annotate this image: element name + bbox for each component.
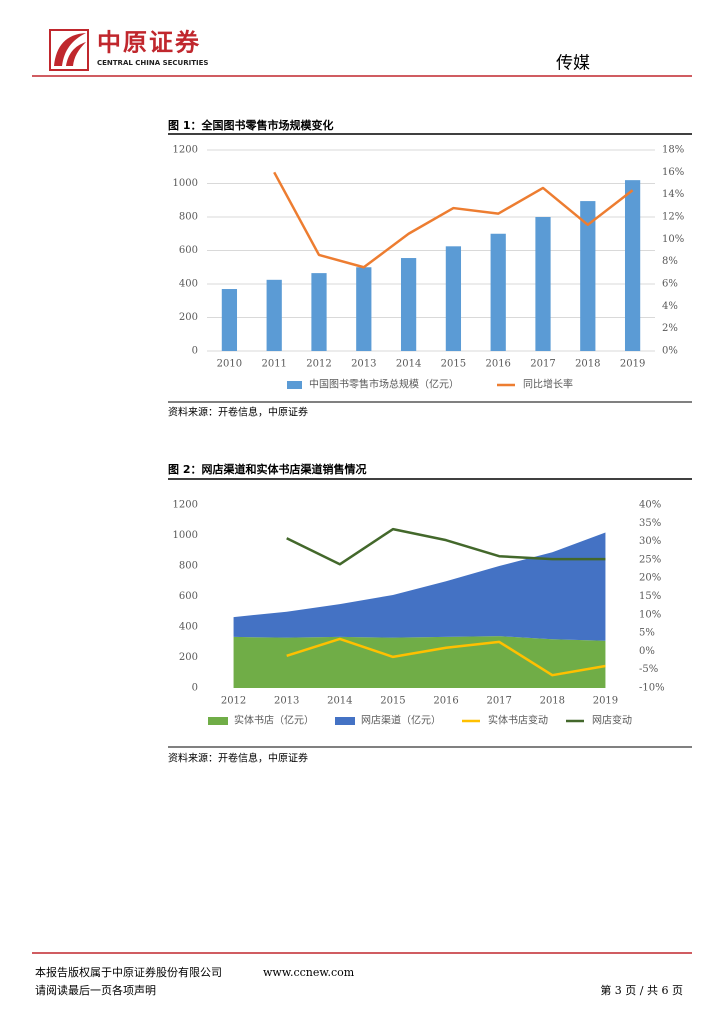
y2-tick-label: 18% (662, 145, 684, 156)
source: 资料来源：开卷信息，中原证券 (168, 752, 308, 765)
x-tick-label: 2012 (221, 696, 246, 707)
x-tick-label: 2019 (593, 696, 618, 707)
bar (624, 180, 641, 351)
y2-tick-label: 10% (662, 234, 684, 245)
y-tick-label: 0 (192, 346, 198, 357)
y2-tick-label: -10% (639, 683, 665, 694)
legend-label: 同比增长率 (523, 378, 573, 391)
x-tick-label: 2018 (575, 359, 600, 370)
source: 资料来源：开卷信息，中原证券 (168, 406, 308, 419)
x-tick-label: 2014 (396, 359, 421, 370)
y-tick-label: 1200 (173, 145, 198, 156)
legend-label: 网店渠道（亿元） (361, 714, 441, 727)
y2-tick-label: 4% (662, 301, 678, 312)
x-tick-label: 2015 (441, 359, 466, 370)
chart-title: 图 1：全国图书零售市场规模变化 (168, 118, 333, 132)
y2-tick-label: 12% (662, 212, 684, 223)
x-tick-label: 2016 (433, 696, 458, 707)
y2-tick-label: 8% (662, 256, 678, 267)
page-number: 第 3 页 / 共 6 页 (600, 983, 683, 997)
bar (535, 217, 551, 351)
line (286, 527, 606, 566)
y-tick-label: 1200 (173, 500, 198, 511)
legend-label: 网店变动 (592, 714, 632, 727)
y2-tick-label: 0% (662, 346, 678, 357)
legend-label: 实体书店变动 (488, 714, 548, 727)
logo (49, 29, 89, 71)
y2-tick-label: 5% (639, 628, 655, 639)
line (273, 171, 634, 269)
y2-tick-label: -5% (639, 664, 658, 675)
y2-tick-label: 30% (639, 536, 661, 547)
website: www.ccnew.com (263, 966, 355, 979)
y-tick-label: 200 (179, 652, 198, 663)
x-tick-label: 2010 (217, 359, 242, 370)
y2-tick-label: 16% (662, 167, 684, 178)
y-tick-label: 600 (179, 245, 198, 256)
y2-tick-label: 25% (639, 554, 661, 565)
legend-swatch (335, 717, 355, 725)
bar (490, 233, 506, 351)
area (233, 636, 606, 688)
legend-label: 中国图书零售市场总规模（亿元） (309, 378, 459, 391)
bar (445, 246, 462, 351)
bar (580, 201, 596, 351)
x-tick-label: 2015 (380, 696, 405, 707)
bar (400, 258, 417, 351)
x-tick-label: 2011 (261, 359, 286, 370)
disclaimer: 请阅读最后一页各项声明 (35, 983, 156, 997)
bar (221, 289, 238, 351)
legend-swatch (287, 381, 302, 389)
x-tick-label: 2017 (486, 696, 511, 707)
x-tick-label: 2017 (530, 359, 555, 370)
y2-tick-label: 35% (639, 518, 661, 529)
area (233, 532, 606, 641)
x-tick-label: 2013 (274, 696, 299, 707)
y2-tick-label: 0% (639, 646, 655, 657)
y2-tick-label: 15% (639, 591, 661, 602)
x-tick-label: 2019 (620, 359, 645, 370)
y-tick-label: 200 (179, 312, 198, 323)
y-tick-label: 400 (179, 622, 198, 633)
y-tick-label: 600 (179, 591, 198, 602)
y2-tick-label: 10% (639, 609, 661, 620)
copyright: 本报告版权属于中原证券股份有限公司 (35, 965, 222, 979)
y2-tick-label: 20% (639, 573, 661, 584)
y-tick-label: 400 (179, 279, 198, 290)
y2-tick-label: 2% (662, 323, 678, 334)
x-tick-label: 2016 (485, 359, 510, 370)
company-name: 中原证券 (97, 28, 201, 57)
company-name-en: CENTRAL CHINA SECURITIES (97, 59, 208, 67)
y-tick-label: 800 (179, 212, 198, 223)
y2-tick-label: 6% (662, 279, 678, 290)
legend-label: 实体书店（亿元） (234, 714, 314, 727)
y-tick-label: 1000 (173, 530, 198, 541)
y-tick-label: 800 (179, 561, 198, 572)
bar (266, 279, 282, 351)
y-tick-label: 1000 (173, 178, 198, 189)
bar (311, 273, 327, 351)
section-name: 传媒 (556, 54, 590, 74)
line (286, 637, 606, 677)
x-tick-label: 2018 (540, 696, 565, 707)
y2-tick-label: 40% (639, 500, 661, 511)
x-tick-label: 2014 (327, 696, 352, 707)
y-tick-label: 0 (192, 683, 198, 694)
y2-tick-label: 14% (662, 189, 684, 200)
x-tick-label: 2012 (306, 359, 331, 370)
x-tick-label: 2013 (351, 359, 376, 370)
chart-title: 图 2：网店渠道和实体书店渠道销售情况 (168, 462, 366, 476)
legend-swatch (208, 717, 228, 725)
bar (356, 267, 372, 351)
